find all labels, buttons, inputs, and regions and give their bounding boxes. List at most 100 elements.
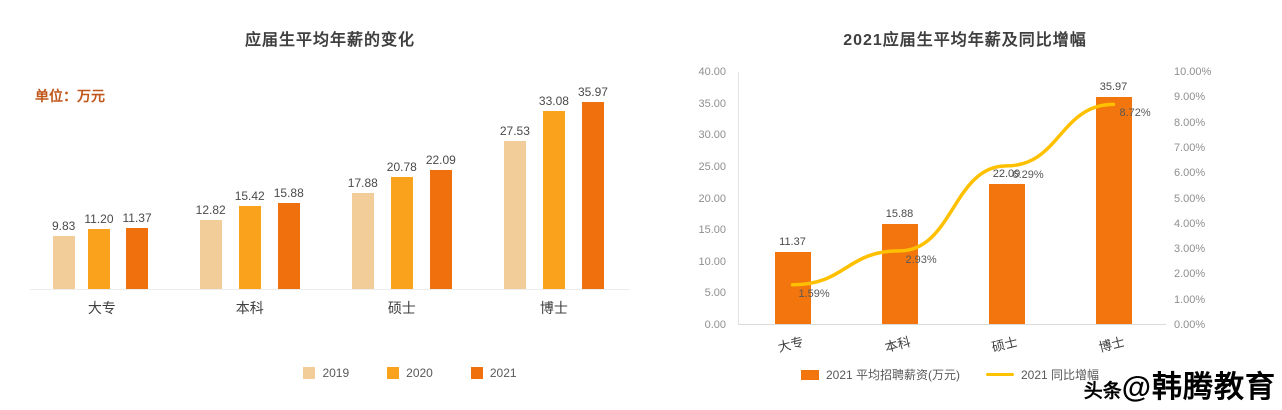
bar-value-label: 15.88 <box>273 186 304 201</box>
left-axis-tick: 35.00 <box>698 97 726 110</box>
right-legend: 2021 平均招聘薪资(万元) 2021 同比增幅 <box>720 366 1180 383</box>
left-axis-tick: 25.00 <box>698 160 726 173</box>
left-axis-tick: 5.00 <box>704 287 726 300</box>
bar-wrap: 9.83 <box>52 85 75 289</box>
bar-value-label: 35.97 <box>1099 80 1128 93</box>
category-label: 硕士 <box>989 334 1019 355</box>
category-label: 博士 <box>1096 334 1126 355</box>
right-axis-tick: 1.00% <box>1174 293 1206 306</box>
legend-label: 2021 平均招聘薪资(万元) <box>825 368 960 382</box>
bar-value-label: 11.37 <box>779 236 806 249</box>
right-axis-tick: 9.00% <box>1174 91 1206 104</box>
left-axis-tick: 0.00 <box>704 319 726 331</box>
left-axis-tick: 40.00 <box>698 66 726 78</box>
watermark-name: 韩腾教育 <box>1152 371 1276 404</box>
right-axis-tick: 3.00% <box>1174 243 1206 256</box>
legend-label: 2019 <box>322 366 350 380</box>
right-axis-tick: 6.00% <box>1174 167 1206 180</box>
right-chart-left-axis: 40.00 35.00 30.00 25.00 20.00 15.00 10.00 5.00 0… <box>660 66 730 331</box>
category-label: 本科 <box>882 334 912 355</box>
bar-value-label: 11.20 <box>84 211 114 226</box>
watermark-prefix: 头条 <box>1083 381 1122 402</box>
bar-value-label: 35.97 <box>577 85 608 99</box>
bar-wrap: 35.97 <box>578 85 608 289</box>
bar-2020 <box>238 205 261 289</box>
right-plot-area: 11.37 大专 15.88 本科 22.09 硕士 35.97 博士 1.59% 2.93% 6.… <box>738 72 1166 355</box>
left-chart-title: 应届生平均年薪的变化 <box>244 32 415 49</box>
chart-salary-change: 应届生平均年薪的变化 单位：万元 9.83 11.20 11.37 大专 12.82 15… <box>30 32 630 380</box>
bar-value-label: 9.83 <box>52 219 76 233</box>
bar-wrap: 17.88 <box>348 85 378 289</box>
category-label: 硕士 <box>387 300 416 316</box>
unit-label: 单位：万元 <box>35 88 105 104</box>
bar-2019 <box>351 192 374 289</box>
right-axis-tick: 10.00% <box>1174 66 1212 78</box>
left-legend: 2019 2020 2021 <box>150 366 670 380</box>
bar-2021 <box>581 102 604 289</box>
legend-swatch-icon <box>387 367 400 379</box>
bar-2021-2 <box>881 223 918 324</box>
left-axis-tick: 20.00 <box>698 192 726 205</box>
right-axis-tick: 0.00% <box>1174 319 1206 331</box>
bar-wrap: 11.37 <box>123 85 152 289</box>
legend-item-2019: 2019 <box>303 366 349 380</box>
bar-2019 <box>199 219 222 289</box>
right-axis-tick: 8.00% <box>1174 116 1206 129</box>
bar-2020 <box>542 110 565 289</box>
bar-2021-3 <box>988 184 1025 324</box>
bar-2021 <box>126 227 149 289</box>
bar-value-label: 22.09 <box>425 152 456 167</box>
bar-cluster: 12.82 15.42 15.88 <box>196 85 304 289</box>
bar-wrap: 33.08 <box>539 85 569 289</box>
right-axis-tick: 4.00% <box>1174 217 1206 230</box>
bar-2020 <box>87 228 110 289</box>
growth-value-label: 6.29% <box>1012 168 1044 181</box>
category-label: 大专 <box>775 334 805 355</box>
category-label: 本科 <box>235 300 264 316</box>
bar-value-label: 11.37 <box>122 210 152 225</box>
bar-wrap: 22.09 <box>426 85 456 289</box>
left-axis-tick: 30.00 <box>698 129 726 142</box>
bar-group-2: 12.82 15.42 15.88 本科 <box>196 85 304 316</box>
legend-bar-swatch-icon <box>800 369 819 380</box>
legend-item-bar-series: 2021 平均招聘薪资(万元) <box>800 366 960 383</box>
bar-value-label: 12.82 <box>195 202 226 217</box>
bar-group-1: 9.83 11.20 11.37 大专 <box>52 85 152 316</box>
bar-2021 <box>277 203 300 289</box>
bar-wrap: 12.82 <box>196 85 226 289</box>
growth-value-label: 2.93% <box>905 253 937 266</box>
bar-group-3: 17.88 20.78 22.09 硕士 <box>348 85 456 316</box>
legend-line-swatch-icon <box>986 373 1014 376</box>
bar-value-label: 15.42 <box>234 188 265 203</box>
bar-wrap: 27.53 <box>500 85 530 289</box>
chart-salary-and-growth: 2021应届生平均年薪及同比增幅 40.00 35.00 30.00 25.00 20.… <box>660 0 1211 410</box>
bar-2019 <box>503 140 526 289</box>
bar-2021 <box>429 169 452 289</box>
legend-swatch-icon <box>470 367 483 379</box>
bar-2021-4 <box>1095 96 1132 324</box>
bar-cluster: 17.88 20.78 22.09 <box>348 85 456 289</box>
legend-label: 2021 <box>489 366 517 380</box>
legend-item-line-series: 2021 同比增幅 <box>986 366 1099 383</box>
bar-value-label: 33.08 <box>538 93 569 108</box>
bar-wrap: 15.42 <box>235 85 265 289</box>
category-label: 博士 <box>539 300 568 316</box>
bar-cluster: 9.83 11.20 11.37 <box>52 85 152 289</box>
bar-value-label: 27.53 <box>499 123 530 138</box>
bar-2019 <box>52 236 75 289</box>
bar-cluster: 27.53 33.08 35.97 <box>500 85 608 289</box>
growth-value-label: 8.72% <box>1119 107 1151 120</box>
right-chart-title: 2021应届生平均年薪及同比增幅 <box>843 32 1087 49</box>
bar-wrap: 15.88 <box>274 85 304 289</box>
bar-value-label: 20.78 <box>386 159 417 174</box>
legend-item-2020: 2020 <box>387 366 433 380</box>
left-axis-tick: 15.00 <box>698 224 726 237</box>
right-axis-tick: 2.00% <box>1174 268 1206 281</box>
growth-value-label: 1.59% <box>798 287 830 300</box>
right-axis-tick: 5.00% <box>1174 192 1206 205</box>
right-axis-tick: 7.00% <box>1174 141 1206 154</box>
legend-item-2021: 2021 <box>470 366 517 380</box>
legend-swatch-icon <box>303 367 316 379</box>
left-axis-tick: 10.00 <box>698 255 726 268</box>
category-label: 大专 <box>87 300 116 316</box>
